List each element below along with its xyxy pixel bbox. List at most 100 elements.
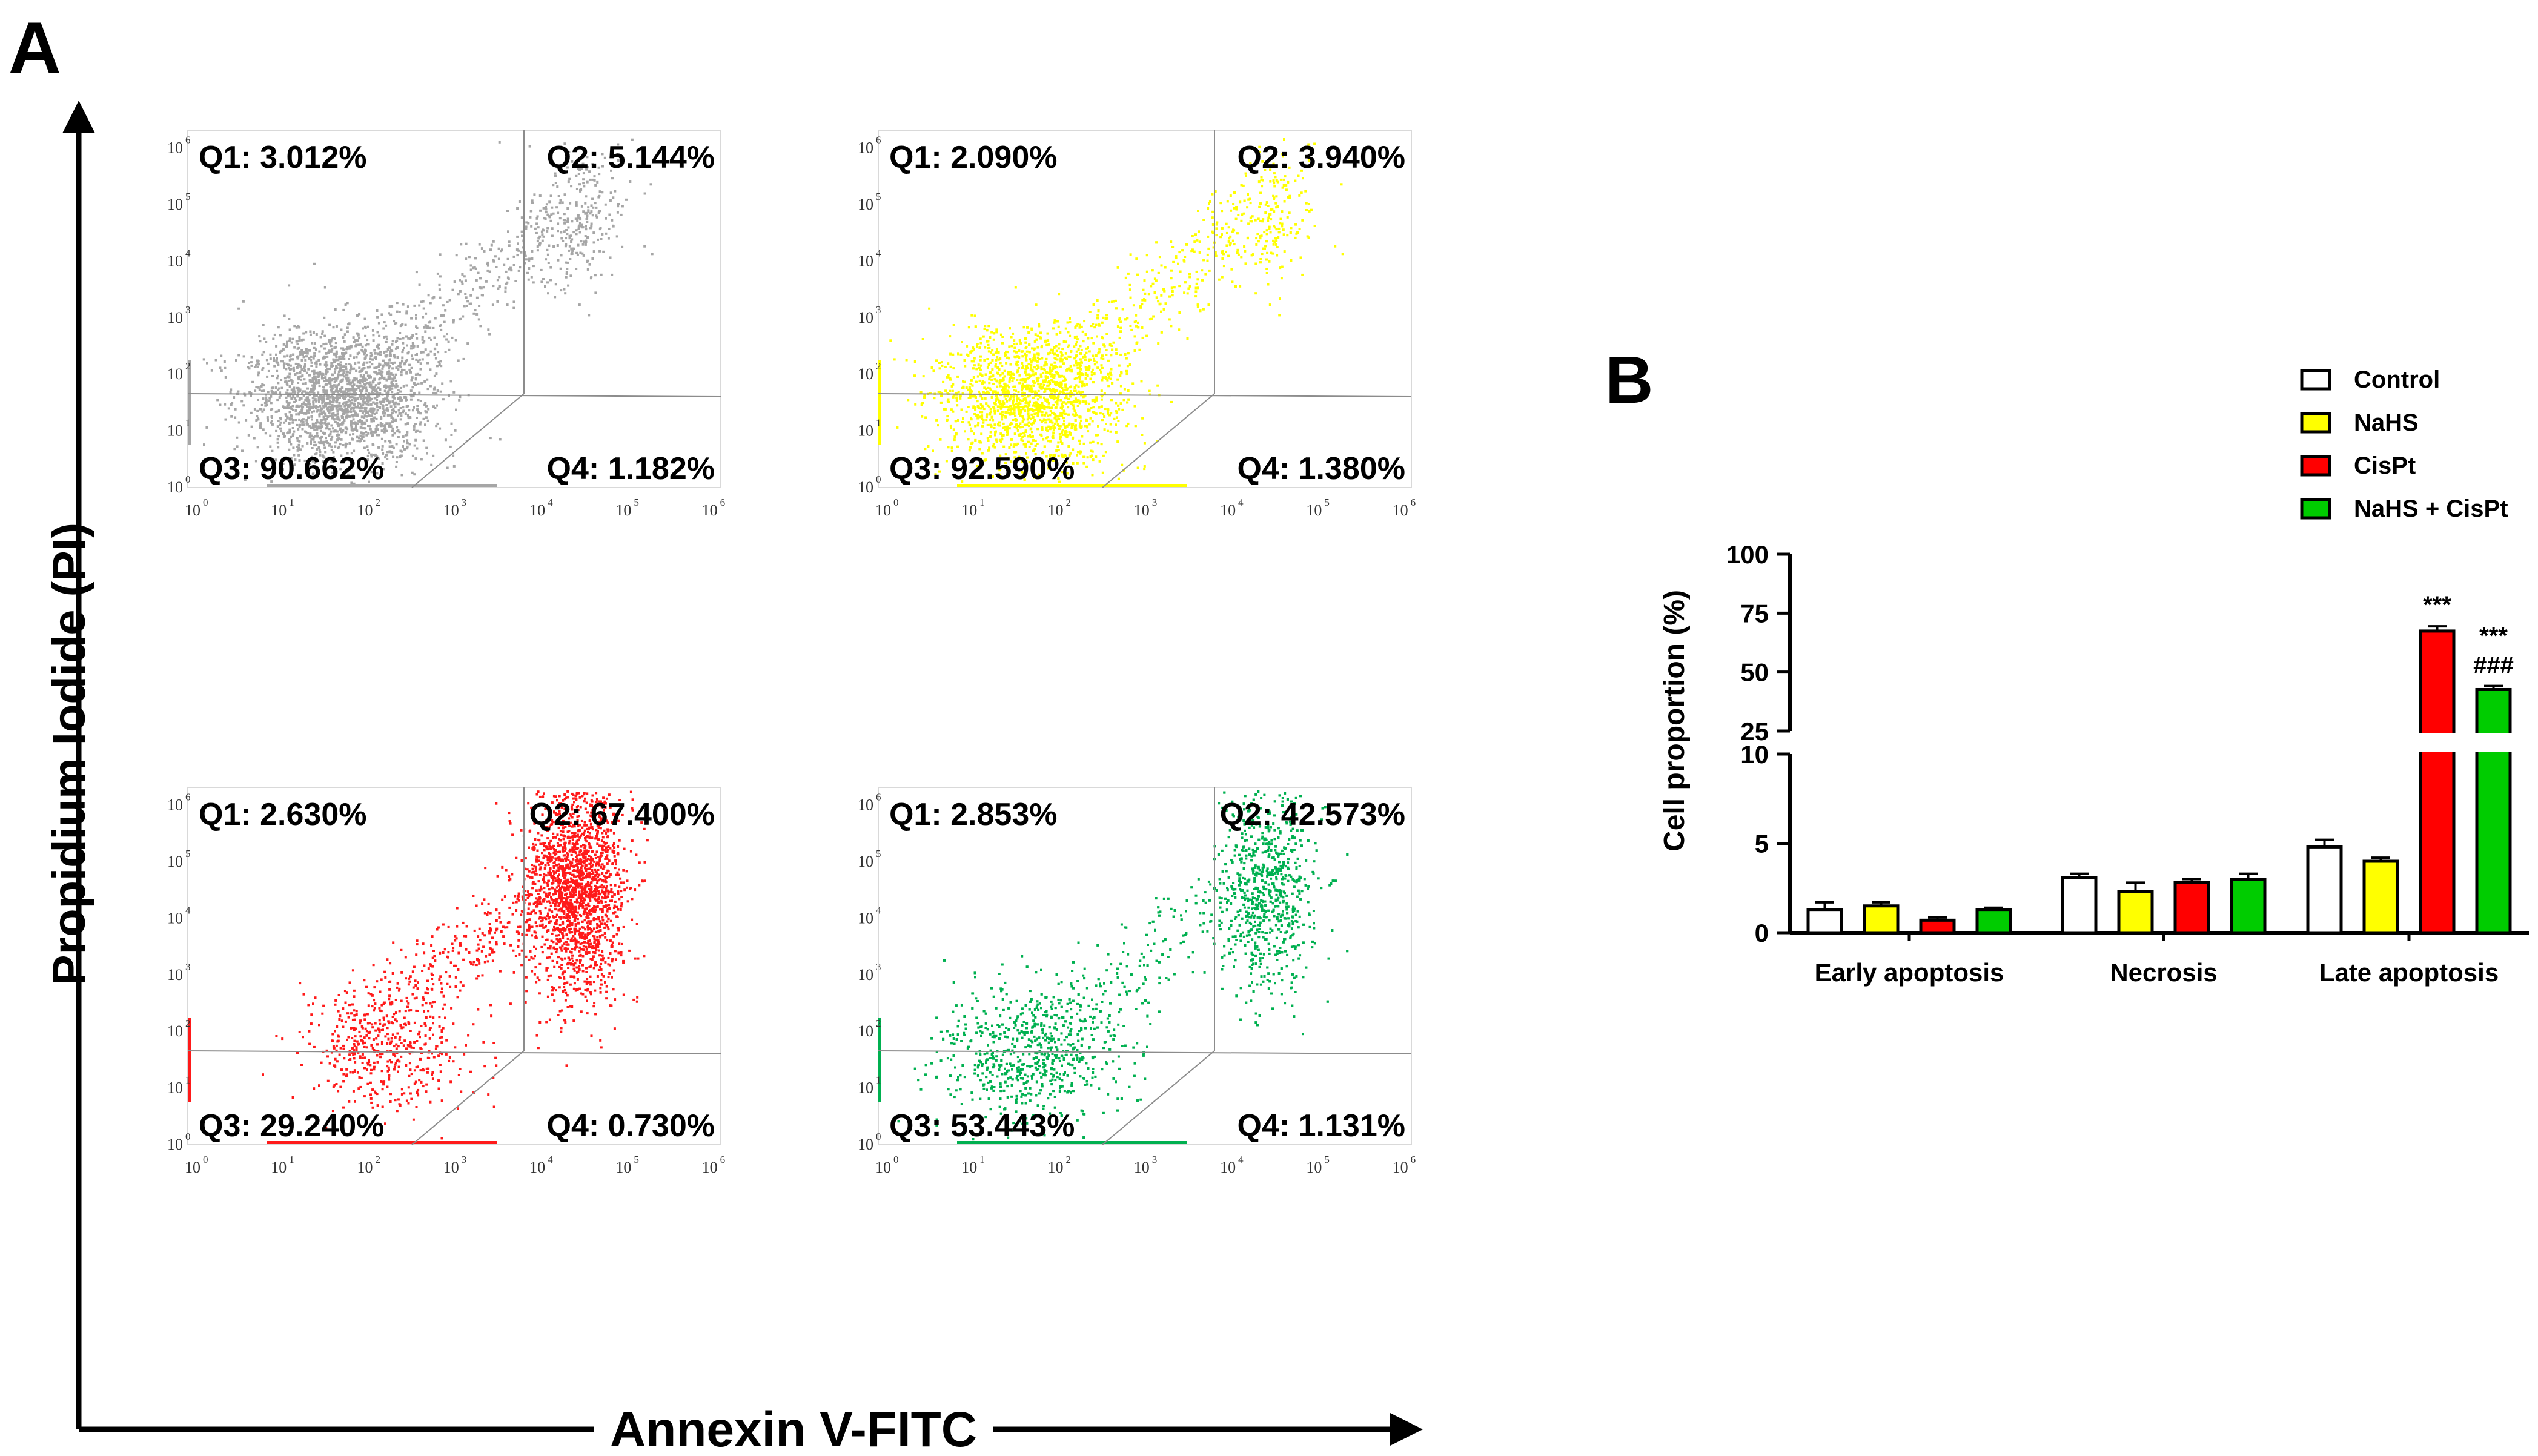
x-tick-exponent: 3 (1152, 497, 1158, 508)
x-tick-exponent: 2 (1066, 497, 1072, 508)
y-tick-label: 10 (858, 909, 873, 927)
bar (2061, 876, 2098, 935)
y-tick-exponent: 3 (185, 304, 191, 316)
y-tick-label: 10 (858, 365, 873, 383)
x-tick-label: 10 (1306, 501, 1322, 519)
y-tick-label: 10 (167, 909, 183, 927)
y-tick-exponent: 6 (185, 134, 191, 146)
quadrant-q2-label: Q2: 42.573% (1220, 797, 1405, 832)
x-tick-exponent: 4 (548, 497, 553, 508)
y-tick-exponent: 4 (185, 904, 191, 916)
flow-plot-cispt: Q1: 2.630% Q2: 67.400% Q3: 29.240% Q4: 0.73… (167, 787, 725, 1176)
x-tick-label: 10 (529, 1159, 545, 1176)
y-tick-exponent: 2 (185, 1018, 191, 1029)
gate-horizontal (187, 1050, 721, 1054)
legend-swatch (2300, 369, 2331, 391)
y-tick-label: 10 (858, 796, 873, 814)
x-tick-exponent: 0 (893, 1154, 899, 1165)
quadrant-q4-label: Q4: 1.380% (1238, 451, 1406, 486)
x-tick-label: 10 (271, 501, 287, 519)
y-tick-exponent: 3 (876, 304, 881, 316)
baseline-events (957, 1141, 1187, 1144)
x-tick-label: 10 (875, 501, 891, 519)
legend-swatch (2300, 498, 2331, 520)
bar (2306, 845, 2343, 935)
legend: Control NaHS CisPt NaHS + CisPt (2300, 366, 2508, 522)
x-tick-exponent: 1 (289, 1154, 294, 1165)
edge-events (878, 1018, 881, 1102)
y-tick-label: 5 (1755, 830, 1769, 858)
panel-label-b: B (1605, 343, 1653, 417)
y-tick-exponent: 4 (185, 247, 191, 259)
legend-label: CisPt (2354, 452, 2416, 479)
y-tick-exponent: 3 (876, 961, 881, 973)
x-tick-exponent: 2 (376, 497, 381, 508)
flow-plot-nahs: Q1: 2.090% Q2: 3.940% Q3: 92.590% Q4: 1.380… (858, 130, 1416, 519)
y-tick-label: 10 (858, 309, 873, 326)
x-tick-label: 10 (961, 1159, 977, 1176)
x-tick-label: 10 (1306, 1159, 1322, 1176)
x-tick-label: 10 (443, 501, 459, 519)
legend-swatch (2300, 455, 2331, 477)
y-tick-exponent: 0 (876, 474, 881, 485)
x-tick-exponent: 5 (1324, 497, 1330, 508)
quadrant-q3-label: Q3: 53.443% (889, 1108, 1075, 1143)
y-tick-exponent: 6 (876, 792, 881, 803)
baseline-events (957, 484, 1187, 487)
y-tick-label: 10 (167, 1079, 183, 1097)
x-tick-label: 10 (1393, 501, 1408, 519)
quadrant-q4-label: Q4: 0.730% (547, 1108, 715, 1143)
baseline-events (267, 484, 497, 487)
x-tick-exponent: 5 (1324, 1154, 1330, 1165)
quadrant-q2-label: Q2: 5.144% (547, 140, 715, 175)
y-tick-label: 10 (858, 966, 873, 984)
y-tick-label: 10 (167, 365, 183, 383)
gate-diagonal (1102, 1050, 1215, 1145)
y-tick-exponent: 1 (185, 1074, 191, 1086)
y-tick-label: 25 (1740, 717, 1769, 746)
y-tick-exponent: 5 (876, 848, 881, 859)
x-tick-exponent: 3 (462, 497, 467, 508)
bar-y-label: Cell proportion (%) (1658, 590, 1691, 852)
legend-label: NaHS (2354, 409, 2419, 436)
x-tick-label: 10 (1048, 501, 1064, 519)
x-tick-exponent: 2 (1066, 1154, 1072, 1165)
baseline-events (267, 1141, 497, 1144)
y-tick-exponent: 4 (876, 247, 881, 259)
y-tick-label: 75 (1740, 599, 1769, 627)
flow-plot-nahs-cispt: Q1: 2.853% Q2: 42.573% Q3: 53.443% Q4: 1.13… (858, 787, 1416, 1176)
y-tick-label: 10 (167, 196, 183, 213)
plot-frame (187, 130, 721, 488)
y-tick-exponent: 6 (876, 134, 881, 146)
x-tick-label: 10 (615, 1159, 631, 1176)
quadrant-q2-label: Q2: 3.940% (1238, 140, 1406, 175)
y-tick-label: 10 (167, 422, 183, 440)
y-tick-exponent: 0 (185, 1131, 191, 1142)
quadrant-q3-label: Q3: 92.590% (889, 451, 1075, 486)
quadrant-q1-label: Q1: 2.853% (889, 797, 1058, 832)
significance-star: *** (2479, 623, 2508, 649)
x-tick-exponent: 0 (893, 497, 899, 508)
y-tick-exponent: 0 (185, 474, 191, 485)
x-tick-exponent: 1 (289, 497, 294, 508)
gate-diagonal (1102, 393, 1215, 488)
quadrant-q3-label: Q3: 90.662% (199, 451, 384, 486)
y-tick-label: 10 (858, 196, 873, 213)
y-tick-label: 10 (858, 252, 873, 270)
flow-x-label: Annexin V-FITC (610, 1402, 977, 1456)
x-tick-exponent: 1 (979, 1154, 985, 1165)
quadrant-q1-label: Q1: 2.090% (889, 140, 1058, 175)
x-tick-label: 10 (1220, 501, 1236, 519)
bar (1975, 908, 2012, 935)
y-tick-label: 10 (167, 853, 183, 870)
edge-events (878, 360, 881, 445)
significance-hash: ### (2473, 652, 2514, 679)
bar (2475, 687, 2512, 935)
significance-star: *** (2423, 592, 2451, 618)
x-tick-exponent: 4 (548, 1154, 553, 1165)
x-tick-label: 10 (1134, 1159, 1150, 1176)
y-tick-exponent: 2 (876, 360, 881, 372)
x-tick-exponent: 6 (720, 497, 726, 508)
x-tick-label: 10 (271, 1159, 287, 1176)
